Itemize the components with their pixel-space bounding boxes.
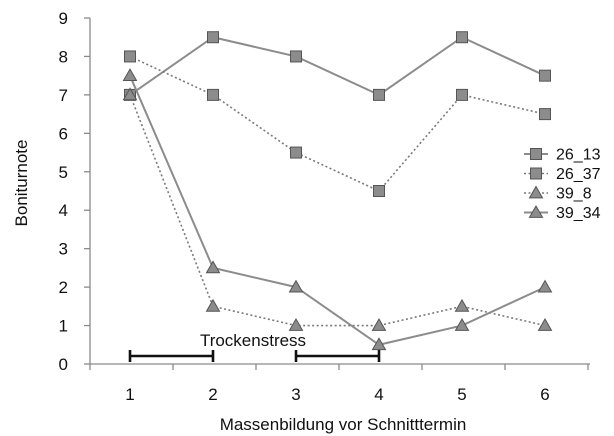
series-line xyxy=(129,75,546,346)
x-tick-label: 5 xyxy=(457,385,466,404)
data-point xyxy=(124,50,136,63)
y-axis-title: Boniturnote xyxy=(12,140,31,227)
data-point xyxy=(122,87,138,101)
data-point xyxy=(371,318,387,331)
legend-label: 39_34 xyxy=(556,205,601,222)
series-39_8 xyxy=(122,87,553,331)
y-tick-label: 9 xyxy=(59,9,68,28)
y-tick-label: 2 xyxy=(59,278,68,297)
x-tick-label: 6 xyxy=(540,385,549,404)
x-tick-label: 1 xyxy=(125,385,134,404)
series-39_34 xyxy=(122,68,553,351)
legend: 26_13 26_37 39_8 39_34 xyxy=(524,147,601,222)
data-point xyxy=(373,185,385,197)
data-point xyxy=(537,279,553,293)
data-point xyxy=(454,298,470,312)
series-26_37 xyxy=(124,50,551,197)
data-point xyxy=(373,88,385,101)
data-point xyxy=(205,260,221,274)
y-tick-label: 3 xyxy=(59,240,68,259)
x-tick-label: 2 xyxy=(208,385,217,404)
y-tick-label: 6 xyxy=(59,124,68,143)
legend-marker xyxy=(528,185,544,199)
legend-marker xyxy=(530,148,542,160)
data-point xyxy=(539,108,551,121)
data-point xyxy=(371,337,387,351)
series-line xyxy=(129,94,546,327)
data-point xyxy=(207,31,219,44)
data-point xyxy=(537,318,553,331)
drought-annotation: Trockenstress xyxy=(128,331,381,362)
x-tick-label: 4 xyxy=(374,385,383,404)
data-point xyxy=(205,298,221,312)
data-point xyxy=(288,318,304,331)
data-point xyxy=(290,50,302,63)
series-group xyxy=(122,31,553,351)
legend-label: 39_8 xyxy=(556,186,592,203)
y-tick-label: 8 xyxy=(59,47,68,66)
legend-marker xyxy=(528,204,544,218)
y-tick-label: 0 xyxy=(59,355,68,374)
x-axis-title: Massenbildung vor Schnitttermin xyxy=(220,415,467,434)
data-point xyxy=(539,69,551,82)
legend-label: 26_37 xyxy=(556,166,601,183)
series-26_13 xyxy=(124,31,551,101)
data-point xyxy=(207,88,219,101)
y-tick-label: 4 xyxy=(59,201,68,220)
data-point xyxy=(456,88,468,101)
y-tick-label: 1 xyxy=(59,317,68,336)
x-ticks: 1 2 3 4 5 6 xyxy=(89,364,589,404)
data-point xyxy=(288,279,304,293)
data-point xyxy=(290,146,302,159)
legend-label: 26_13 xyxy=(556,147,601,164)
annotation-label: Trockenstress xyxy=(200,331,306,350)
legend-marker xyxy=(530,167,542,180)
y-tick-label: 5 xyxy=(59,163,68,182)
x-tick-label: 3 xyxy=(291,385,300,404)
y-tick-label: 7 xyxy=(59,86,68,105)
data-point xyxy=(454,318,470,331)
data-point xyxy=(456,31,468,44)
data-point xyxy=(122,68,138,82)
y-ticks: 0 1 2 3 4 5 6 7 8 9 xyxy=(59,9,90,374)
series-line xyxy=(129,36,546,97)
